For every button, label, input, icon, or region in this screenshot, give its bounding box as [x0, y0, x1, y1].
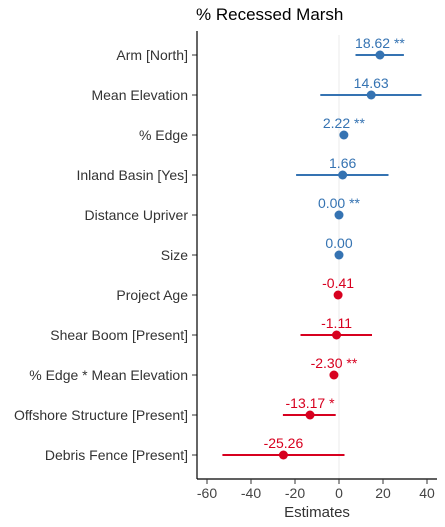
estimate-point — [338, 171, 347, 180]
x-tick-label: -20 — [285, 485, 305, 501]
x-tick-label: 40 — [419, 485, 435, 501]
estimate-label: 2.22 ** — [323, 115, 366, 131]
term-label: Distance Upriver — [85, 207, 189, 223]
estimate-label: -25.26 — [264, 435, 304, 451]
term-label: Size — [161, 247, 188, 263]
estimate-label: -13.17 * — [286, 395, 336, 411]
term-label: Offshore Structure [Present] — [14, 407, 188, 423]
estimate-point — [329, 371, 338, 380]
estimate-label: 18.62 ** — [355, 35, 405, 51]
estimate-label: 0.00 — [325, 235, 352, 251]
estimate-point — [332, 331, 341, 340]
estimate-point — [375, 51, 384, 60]
x-tick-label: -60 — [197, 485, 217, 501]
estimate-label: 14.63 — [354, 75, 389, 91]
x-tick-label: 0 — [335, 485, 343, 501]
term-label: Project Age — [116, 287, 188, 303]
estimate-point — [334, 291, 343, 300]
estimate-label-layer: 18.62 ** 14.63 2.22 ** 1.66 0.00 ** 0.00 -0.41… — [264, 35, 406, 451]
estimate-point — [367, 91, 376, 100]
x-tick-label: -40 — [241, 485, 261, 501]
x-axis-title: Estimates — [284, 504, 350, 521]
term-label: Mean Elevation — [91, 87, 188, 103]
term-label: % Edge — [139, 127, 188, 143]
chart-title: % Recessed Marsh — [196, 5, 343, 24]
term-label-layer: Arm [North] Mean Elevation % Edge Inland Ba… — [14, 47, 188, 463]
term-label: Inland Basin [Yes] — [76, 167, 188, 183]
estimate-label: -1.11 — [321, 315, 352, 331]
axis-layer: -60 -40 -20 0 20 40 — [192, 31, 437, 501]
estimate-point — [306, 411, 315, 420]
term-label: Arm [North] — [116, 47, 188, 63]
x-tick-label: 20 — [375, 485, 391, 501]
estimate-point — [279, 451, 288, 460]
estimate-point — [335, 211, 344, 220]
estimate-label: 1.66 — [329, 155, 356, 171]
estimate-point — [335, 251, 344, 260]
term-label: Debris Fence [Present] — [45, 447, 188, 463]
term-label: Shear Boom [Present] — [50, 327, 188, 343]
estimate-label: -0.41 — [322, 275, 354, 291]
estimate-point — [339, 131, 348, 140]
estimate-label: 0.00 ** — [318, 195, 361, 211]
estimate-label: -2.30 ** — [311, 355, 358, 371]
term-label: % Edge * Mean Elevation — [29, 367, 188, 383]
